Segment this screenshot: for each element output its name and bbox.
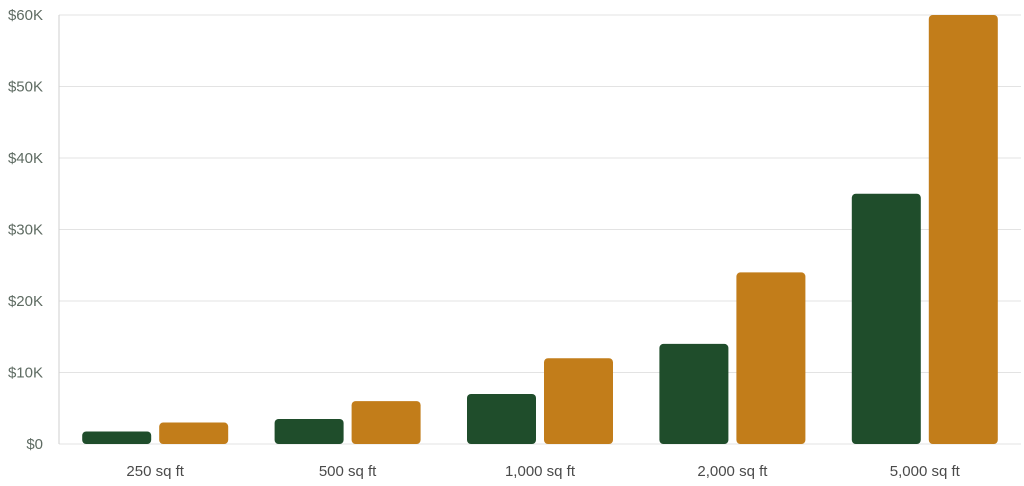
x-tick-label: 250 sq ft: [126, 463, 184, 480]
y-tick-label: $50K: [8, 79, 43, 96]
y-tick-label: $30K: [8, 222, 43, 239]
bar-series1-2: [467, 393, 536, 444]
x-axis-ticks: 250 sq ft 500 sq ft 1,000 sq ft 2,000 sq ft…: [126, 463, 960, 480]
y-tick-label: $0: [26, 436, 43, 453]
bar-series2-1: [351, 401, 421, 444]
gridlines: [58, 14, 1021, 445]
y-tick-label: $40K: [8, 150, 43, 167]
bar-series2-2: [544, 358, 613, 444]
bar-series1-3: [659, 343, 729, 444]
x-tick-label: 5,000 sq ft: [890, 463, 961, 480]
bar-series1-1: [274, 418, 344, 444]
bar-series1-4: [851, 193, 921, 444]
x-tick-label: 500 sq ft: [319, 463, 377, 480]
bar-series1-0: [82, 431, 152, 444]
y-tick-label: $10K: [8, 365, 43, 382]
bars: [82, 15, 998, 444]
y-tick-label: $60K: [8, 7, 43, 24]
y-tick-label: $20K: [8, 293, 43, 310]
bar-series2-4: [928, 15, 998, 444]
x-tick-label: 2,000 sq ft: [697, 463, 768, 480]
x-tick-label: 1,000 sq ft: [505, 463, 576, 480]
bar-series2-0: [159, 422, 229, 444]
y-axis-ticks: $0 $10K $20K $30K $40K $50K $60K: [8, 7, 43, 453]
bar-series2-3: [736, 272, 806, 444]
